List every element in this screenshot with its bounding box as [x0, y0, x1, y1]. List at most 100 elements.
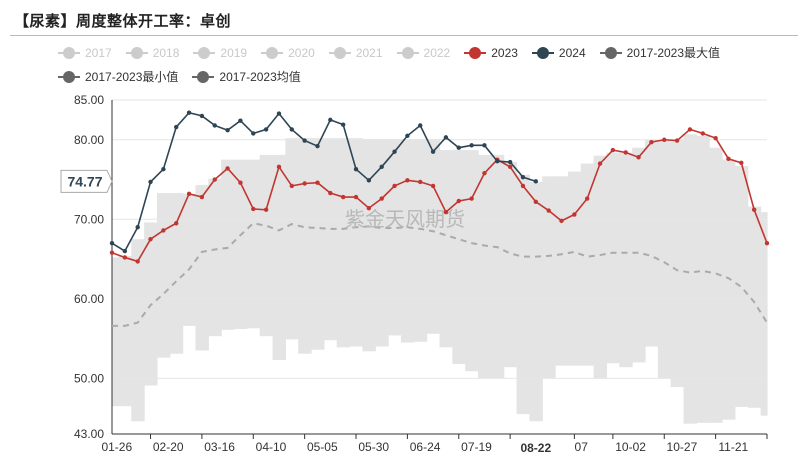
- data-point[interactable]: [225, 166, 230, 171]
- data-point[interactable]: [353, 194, 359, 200]
- data-point[interactable]: [379, 164, 384, 169]
- data-point[interactable]: [597, 161, 603, 166]
- data-point[interactable]: [109, 250, 115, 255]
- data-point[interactable]: [340, 122, 346, 127]
- data-point[interactable]: [430, 183, 436, 189]
- data-point[interactable]: [251, 206, 256, 212]
- data-point[interactable]: [289, 127, 294, 132]
- legend-item[interactable]: 2017-2023最大值: [599, 42, 720, 64]
- data-point[interactable]: [495, 159, 500, 164]
- legend-label: 2018: [152, 46, 180, 60]
- data-point[interactable]: [251, 131, 256, 136]
- data-point[interactable]: [482, 170, 487, 176]
- data-point[interactable]: [764, 240, 770, 246]
- data-point[interactable]: [443, 209, 449, 215]
- data-point[interactable]: [469, 196, 474, 201]
- data-point[interactable]: [238, 118, 243, 123]
- data-point[interactable]: [610, 147, 616, 153]
- data-point[interactable]: [713, 135, 718, 141]
- data-point[interactable]: [507, 164, 513, 169]
- band-bar: [400, 138, 415, 343]
- data-point[interactable]: [212, 123, 217, 128]
- data-point[interactable]: [328, 117, 333, 123]
- data-point[interactable]: [353, 166, 359, 172]
- data-point[interactable]: [174, 221, 179, 226]
- data-point[interactable]: [546, 208, 551, 213]
- data-point[interactable]: [366, 178, 372, 183]
- data-point[interactable]: [585, 196, 590, 201]
- data-point[interactable]: [276, 164, 282, 169]
- data-point[interactable]: [135, 225, 140, 230]
- data-point[interactable]: [405, 178, 410, 183]
- data-point[interactable]: [418, 179, 423, 185]
- data-point[interactable]: [340, 194, 346, 200]
- legend-item[interactable]: 2017-2023最小值: [58, 66, 178, 88]
- data-point[interactable]: [199, 194, 205, 200]
- data-point[interactable]: [430, 149, 436, 154]
- data-point[interactable]: [366, 205, 372, 211]
- data-point[interactable]: [186, 191, 192, 197]
- data-point[interactable]: [199, 113, 205, 119]
- data-point[interactable]: [263, 207, 269, 212]
- x-tick-label: 02-20: [153, 440, 184, 454]
- data-point[interactable]: [405, 133, 410, 138]
- data-point[interactable]: [418, 123, 423, 128]
- data-point[interactable]: [700, 131, 705, 136]
- legend-item[interactable]: 2023: [464, 42, 518, 64]
- data-point[interactable]: [135, 259, 140, 264]
- legend-item[interactable]: 2022: [396, 42, 450, 64]
- data-point[interactable]: [751, 207, 757, 212]
- data-point[interactable]: [520, 174, 526, 180]
- data-point[interactable]: [636, 155, 641, 160]
- data-point[interactable]: [456, 145, 461, 150]
- data-point[interactable]: [392, 183, 397, 189]
- data-point[interactable]: [469, 143, 474, 148]
- data-point[interactable]: [161, 166, 166, 172]
- data-point[interactable]: [379, 196, 384, 201]
- data-point[interactable]: [109, 240, 115, 246]
- data-point[interactable]: [186, 110, 192, 115]
- data-point[interactable]: [482, 143, 487, 148]
- data-point[interactable]: [533, 199, 539, 204]
- legend-item[interactable]: 2021: [328, 42, 383, 64]
- legend-item[interactable]: 2017-2023均值: [192, 66, 301, 88]
- data-point[interactable]: [276, 111, 282, 116]
- legend-item[interactable]: 2018: [125, 42, 180, 64]
- data-point[interactable]: [263, 127, 269, 132]
- data-point[interactable]: [238, 180, 243, 185]
- data-point[interactable]: [623, 150, 628, 155]
- data-point[interactable]: [726, 156, 731, 162]
- data-point[interactable]: [122, 255, 128, 260]
- data-point[interactable]: [289, 183, 294, 189]
- data-point[interactable]: [315, 180, 320, 185]
- data-point[interactable]: [507, 159, 513, 165]
- data-point[interactable]: [392, 149, 397, 154]
- data-point[interactable]: [212, 177, 217, 182]
- data-point[interactable]: [174, 124, 179, 130]
- data-point[interactable]: [674, 138, 680, 143]
- data-point[interactable]: [161, 228, 166, 233]
- data-point[interactable]: [572, 212, 577, 217]
- data-point[interactable]: [687, 127, 693, 132]
- legend-item[interactable]: 2024: [531, 42, 586, 64]
- legend-item[interactable]: 2019: [193, 42, 247, 64]
- data-point[interactable]: [456, 198, 461, 204]
- data-point[interactable]: [443, 135, 449, 140]
- data-point[interactable]: [559, 218, 564, 224]
- data-point[interactable]: [649, 139, 654, 145]
- data-point[interactable]: [328, 190, 333, 196]
- band-bar: [760, 212, 768, 416]
- data-point[interactable]: [122, 248, 128, 254]
- data-point[interactable]: [315, 143, 320, 149]
- data-point[interactable]: [148, 179, 153, 185]
- data-point[interactable]: [533, 179, 539, 184]
- data-point[interactable]: [225, 128, 230, 133]
- legend-item[interactable]: 2020: [261, 42, 315, 64]
- legend-item[interactable]: 2017: [58, 42, 112, 64]
- data-point[interactable]: [302, 138, 307, 143]
- data-point[interactable]: [739, 160, 744, 166]
- data-point[interactable]: [148, 236, 153, 242]
- data-point[interactable]: [520, 183, 526, 189]
- data-point[interactable]: [302, 181, 307, 186]
- data-point[interactable]: [662, 137, 667, 142]
